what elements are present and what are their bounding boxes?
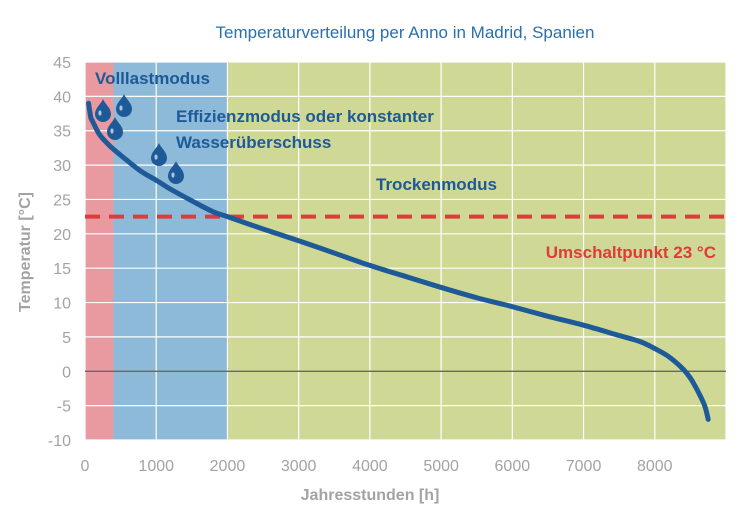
y-tick-label-4: 10 <box>53 296 71 313</box>
x-axis-label: Jahresstunden [h] <box>301 487 440 504</box>
water-drop-icon <box>168 161 184 184</box>
water-drop-icon <box>116 94 132 117</box>
y-tick-label-8: 30 <box>53 158 71 175</box>
tick-labels: -10 -5 0 5 10 15 20 25 30 35 40 45 0 1000 2000 3000 4000… <box>48 55 673 475</box>
y-tick-label-0: -10 <box>48 433 71 450</box>
zone-backgrounds <box>85 62 726 440</box>
y-tick-label-6: 20 <box>53 227 71 244</box>
x-tick-label-6: 6000 <box>495 458 531 475</box>
chart-title: Temperaturverteilung per Anno in Madrid,… <box>216 23 595 42</box>
water-drop-highlight <box>171 172 175 178</box>
text-labels: Temperaturverteilung per Anno in Madrid,… <box>17 23 716 504</box>
zone-label-volllast: Volllastmodus <box>95 69 210 88</box>
x-tick-label-2: 2000 <box>210 458 246 475</box>
x-tick-label-5: 5000 <box>423 458 459 475</box>
water-drop-highlight <box>98 110 102 116</box>
y-tick-label-3: 5 <box>62 330 71 347</box>
y-tick-label-2: 0 <box>62 364 71 381</box>
y-tick-label-10: 40 <box>53 89 71 106</box>
zone-band-1 <box>113 62 228 440</box>
x-tick-label-0: 0 <box>81 458 90 475</box>
droplet-icons <box>95 94 184 184</box>
x-tick-label-8: 8000 <box>637 458 673 475</box>
y-axis-label: Temperatur [°C] <box>17 192 34 312</box>
x-tick-label-4: 4000 <box>352 458 388 475</box>
zone-label-trocken: Trockenmodus <box>376 175 497 194</box>
x-tick-label-7: 7000 <box>566 458 602 475</box>
zone-label-effizienz-line-1: Effizienzmodus oder konstanter <box>176 107 434 126</box>
y-tick-label-5: 15 <box>53 261 71 278</box>
x-tick-label-1: 1000 <box>138 458 174 475</box>
y-tick-label-7: 25 <box>53 192 71 209</box>
zone-band-2 <box>227 62 726 440</box>
water-drop-icon <box>95 99 111 122</box>
water-drop-highlight <box>119 105 123 111</box>
water-drop-icon <box>107 117 123 140</box>
water-drop-icon <box>151 143 167 166</box>
series-group <box>86 100 711 422</box>
zone-label-effizienz: Effizienzmodus oder konstanter Wasserüber… <box>176 107 434 152</box>
grid-lines <box>84 61 727 441</box>
y-tick-label-9: 35 <box>53 124 71 141</box>
y-tick-label-1: -5 <box>57 399 71 416</box>
series-line-0 <box>86 100 711 422</box>
water-drop-highlight <box>110 128 114 134</box>
threshold-label: Umschaltpunkt 23 °C <box>546 243 716 262</box>
zone-band-0 <box>85 62 114 440</box>
x-tick-label-3: 3000 <box>281 458 317 475</box>
y-tick-label-11: 45 <box>53 55 71 72</box>
water-drop-highlight <box>154 154 158 160</box>
zone-label-effizienz-line-2: Wasserüberschuss <box>176 133 331 152</box>
